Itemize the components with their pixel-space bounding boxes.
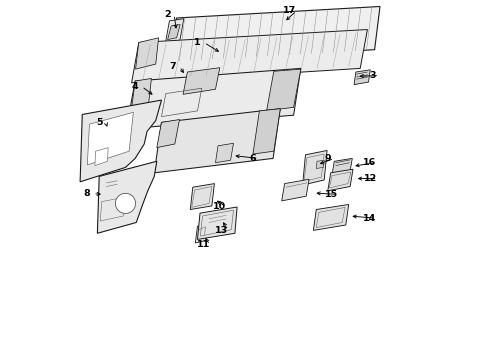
Polygon shape [165, 19, 184, 45]
Polygon shape [132, 30, 368, 83]
Polygon shape [132, 78, 151, 108]
Text: 11: 11 [197, 240, 210, 249]
Polygon shape [126, 68, 301, 129]
Text: 9: 9 [324, 154, 331, 163]
Polygon shape [282, 179, 309, 201]
Text: 13: 13 [215, 226, 228, 235]
Polygon shape [98, 161, 157, 233]
Text: 14: 14 [363, 213, 376, 222]
Polygon shape [267, 69, 301, 111]
Polygon shape [136, 38, 159, 69]
Polygon shape [354, 70, 370, 85]
Polygon shape [171, 6, 380, 61]
Text: 10: 10 [213, 202, 226, 211]
Polygon shape [332, 158, 352, 174]
Polygon shape [196, 224, 208, 243]
Text: 17: 17 [283, 6, 296, 15]
Polygon shape [168, 24, 180, 40]
Text: 5: 5 [96, 118, 102, 127]
Text: 16: 16 [363, 158, 376, 167]
Polygon shape [316, 160, 324, 168]
Polygon shape [328, 169, 353, 191]
Text: 4: 4 [132, 82, 139, 91]
Polygon shape [87, 112, 133, 165]
Polygon shape [303, 150, 327, 185]
Text: 2: 2 [164, 10, 171, 19]
Polygon shape [314, 204, 349, 230]
Text: 8: 8 [83, 189, 90, 198]
Polygon shape [253, 109, 280, 154]
Polygon shape [216, 143, 233, 163]
Polygon shape [95, 148, 108, 166]
Circle shape [116, 193, 136, 213]
Text: 12: 12 [365, 174, 378, 183]
Polygon shape [197, 207, 237, 239]
Polygon shape [190, 184, 215, 210]
Polygon shape [154, 109, 280, 173]
Text: 6: 6 [249, 154, 255, 163]
Text: 1: 1 [194, 38, 201, 47]
Polygon shape [80, 100, 162, 182]
Text: 15: 15 [325, 190, 338, 199]
Polygon shape [157, 120, 179, 148]
Text: 7: 7 [170, 62, 176, 71]
Polygon shape [183, 68, 220, 94]
Text: 3: 3 [369, 71, 376, 80]
